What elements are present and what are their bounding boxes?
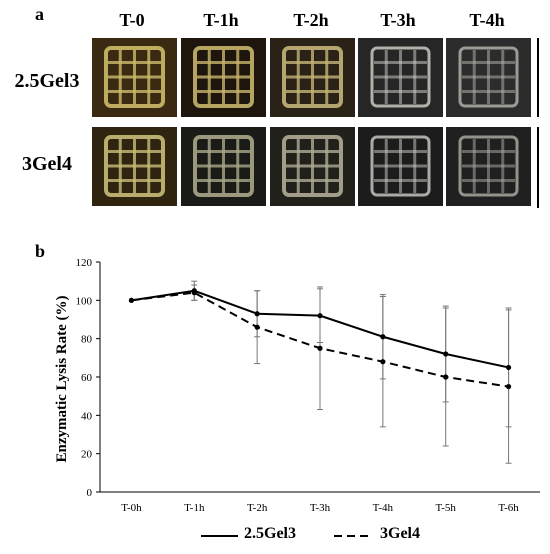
- column-header-t2h: T-2h: [293, 10, 329, 30]
- y-axis-label: Enzymatic Lysis Rate (%): [54, 295, 70, 462]
- row-header-2-5gel3: 2.5Gel3: [14, 70, 80, 92]
- hydrogel-photo: [92, 127, 177, 206]
- data-point: [443, 374, 449, 380]
- data-point: [254, 311, 260, 317]
- panel-a-letter: a: [35, 4, 44, 24]
- hydrogel-photo: [358, 38, 443, 117]
- x-tick-label: T-0h: [121, 502, 142, 514]
- legend-label-2-5gel3: 2.5Gel3: [244, 525, 296, 542]
- data-point: [191, 290, 197, 296]
- data-point: [317, 345, 323, 351]
- column-header-t4h: T-4h: [469, 10, 505, 30]
- column-header-t1h: T-1h: [203, 10, 239, 30]
- hydrogel-photo: [92, 38, 177, 117]
- y-tick-label: 120: [76, 257, 93, 269]
- lysis-rate-line-chart: 0 20 40 60 80 100 120 T-0h T-1h T-2h T-3h T-4h T-5h T…: [54, 257, 540, 514]
- data-point: [505, 364, 512, 371]
- y-tick-label: 0: [87, 487, 93, 499]
- y-tick-label: 100: [76, 295, 93, 307]
- data-point: [317, 313, 323, 319]
- hydrogel-photo: [181, 38, 266, 117]
- data-point: [254, 324, 260, 330]
- x-tick-label: T-3h: [310, 502, 331, 514]
- legend-swatch-2-5gel3: [201, 535, 238, 537]
- data-point: [505, 383, 512, 390]
- column-header-t0: T-0: [119, 10, 145, 30]
- row-header-3gel4: 3Gel4: [22, 153, 72, 175]
- hydrogel-photo: [446, 38, 531, 117]
- x-tick-label: T-6h: [498, 502, 519, 514]
- hydrogel-photo: [270, 38, 355, 117]
- legend-swatch-3gel4: [334, 535, 371, 537]
- y-tick-label: 40: [81, 410, 93, 422]
- y-tick-label: 80: [81, 334, 93, 346]
- data-point: [128, 297, 135, 303]
- scale-bar-row-2: [537, 127, 539, 208]
- x-tick-label: T-4h: [373, 502, 394, 514]
- data-point: [443, 351, 449, 357]
- hydrogel-photo: [358, 127, 443, 206]
- hydrogel-photo: [270, 127, 355, 206]
- hydrogel-photo: [181, 127, 266, 206]
- column-header-t3h: T-3h: [380, 10, 416, 30]
- x-tick-label: T-2h: [247, 502, 268, 514]
- panel-b-letter: b: [35, 241, 46, 261]
- x-tick-label: T-1h: [184, 502, 205, 514]
- x-tick-label: T-5h: [436, 502, 457, 514]
- data-point: [380, 334, 386, 340]
- hydrogel-photo: [446, 127, 531, 206]
- legend-label-3gel4: 3Gel4: [380, 525, 420, 542]
- scale-bar-row-1: [537, 38, 539, 117]
- y-tick-label: 20: [81, 449, 93, 461]
- data-point: [380, 359, 386, 365]
- y-tick-label: 60: [81, 372, 93, 384]
